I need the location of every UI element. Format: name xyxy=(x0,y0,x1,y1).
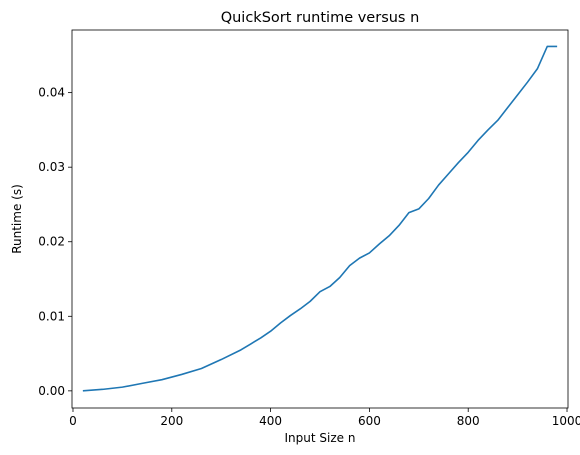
x-tick-label: 800 xyxy=(457,414,480,428)
y-tick-label: 0.03 xyxy=(38,160,65,174)
series-line-0 xyxy=(82,45,558,392)
y-tick-label: 0.02 xyxy=(38,235,65,249)
x-tick-label: 1000 xyxy=(552,414,580,428)
y-tick-label: 0.00 xyxy=(38,384,65,398)
plot-area: 0 200 400 600 800 1000 0.00 0.01 0.02 0.03 0.04 xyxy=(38,29,580,428)
plot-frame xyxy=(71,29,569,409)
y-tick-label: 0.01 xyxy=(38,309,65,323)
x-tick-label: 400 xyxy=(259,414,282,428)
y-axis-label: Runtime (s) xyxy=(10,184,24,254)
chart-title: QuickSort runtime versus n xyxy=(221,10,420,26)
x-tick-label: 200 xyxy=(160,414,183,428)
y-tick-label: 0.04 xyxy=(38,86,65,100)
x-tick-label: 600 xyxy=(358,414,381,428)
x-axis-label: Input Size n xyxy=(285,431,356,445)
x-tick-label: 0 xyxy=(69,414,77,428)
